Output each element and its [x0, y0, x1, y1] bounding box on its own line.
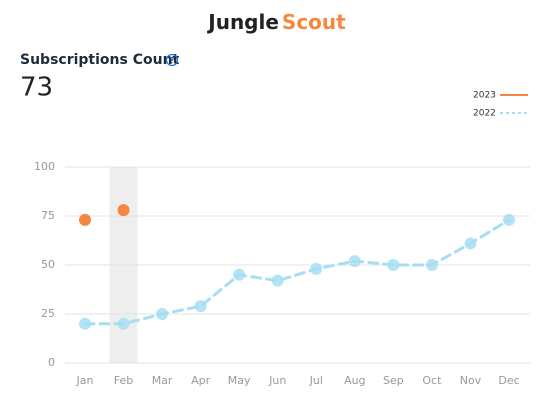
x-tick-label: Feb	[114, 374, 133, 387]
x-tick-label: Nov	[460, 374, 482, 387]
y-tick-label: 100	[34, 160, 55, 173]
y-tick-label: 0	[48, 356, 55, 369]
y-tick-label: 75	[41, 209, 55, 222]
data-point	[503, 213, 515, 226]
x-tick-label: Apr	[191, 374, 211, 387]
legend-label: 2022	[473, 109, 496, 119]
legend-label: 2023	[473, 91, 496, 101]
x-tick-label: May	[228, 374, 251, 387]
data-point	[464, 237, 477, 250]
data-point	[117, 317, 130, 330]
x-tick-label: Oct	[422, 374, 442, 387]
x-tick-label: Mar	[152, 374, 173, 387]
x-tick-label: Jan	[76, 374, 94, 387]
data-point	[271, 274, 284, 287]
data-point	[348, 255, 361, 268]
y-tick-label: 25	[41, 307, 55, 320]
help-icon[interactable]	[165, 53, 179, 67]
y-tick-label: 50	[41, 258, 55, 271]
help-icon-text[interactable]: ?	[170, 56, 175, 65]
logo-second: Scout	[282, 10, 346, 34]
data-point	[79, 317, 91, 330]
data-point	[117, 204, 130, 217]
x-tick-label: Dec	[498, 374, 519, 387]
logo: Jungle Scout	[206, 10, 346, 34]
x-tick-label: Jun	[268, 374, 286, 387]
data-point	[387, 259, 400, 271]
data-point	[310, 262, 323, 275]
logo-first: Jungle	[206, 10, 279, 34]
data-point	[425, 259, 438, 271]
data-point	[79, 213, 91, 226]
x-tick-label: Sep	[383, 374, 404, 387]
series-line	[83, 218, 511, 326]
data-point	[194, 300, 207, 313]
data-point	[156, 308, 169, 320]
x-tick-label: Jul	[309, 374, 323, 387]
metric-title: Subscriptions Count	[20, 52, 180, 68]
data-point	[233, 268, 246, 281]
metric-value: 73	[20, 73, 53, 103]
x-tick-label: Aug	[344, 374, 365, 387]
